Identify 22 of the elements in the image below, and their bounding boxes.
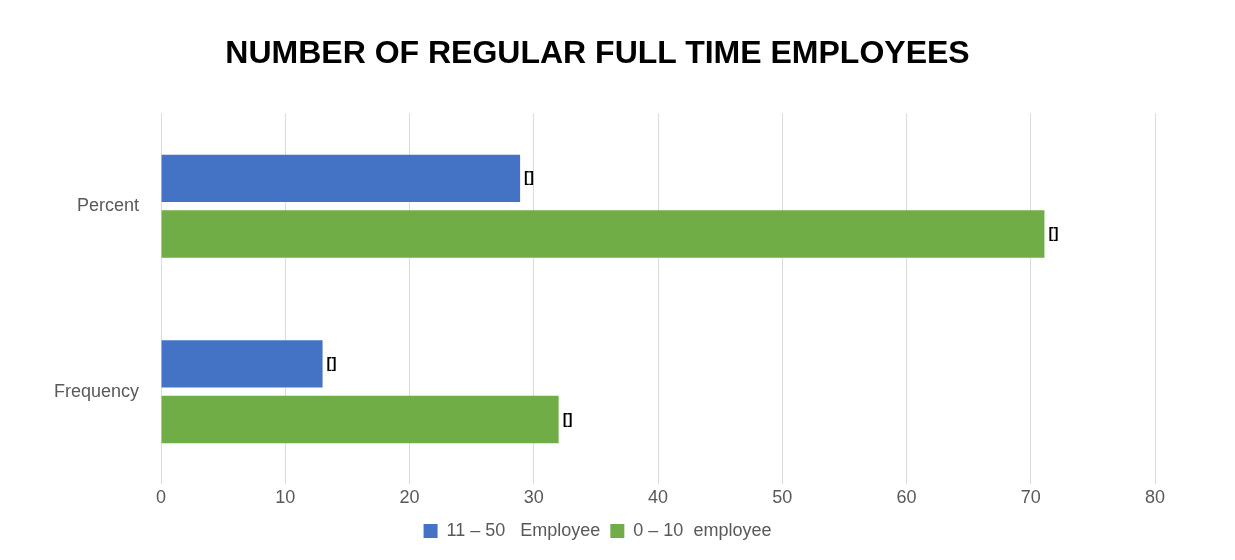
bar: [161, 154, 521, 202]
chart-title: NUMBER OF REGULAR FULL TIME EMPLOYEES: [225, 34, 970, 71]
bar: [161, 210, 1045, 258]
legend-label: 11 – 50 Employee: [446, 519, 601, 540]
x-tick-label: 60: [896, 487, 917, 508]
x-tick-label: 70: [1020, 487, 1041, 508]
x-tick-label: 50: [772, 487, 793, 508]
x-tick-label: 20: [399, 487, 420, 508]
legend-label: 0 – 10 employee: [633, 519, 772, 540]
data-label: []: [326, 353, 337, 371]
y-tick-label: Percent: [77, 195, 140, 216]
data-label: []: [562, 409, 573, 427]
bar: [161, 340, 323, 388]
data-label: []: [524, 168, 535, 186]
y-tick-label: Frequency: [54, 380, 140, 401]
data-label: []: [1048, 224, 1059, 242]
x-tick-label: 30: [523, 487, 544, 508]
bar: [161, 395, 559, 444]
x-tick-label: 0: [156, 487, 167, 508]
x-tick-label: 80: [1144, 487, 1166, 508]
x-tick-label: 10: [275, 487, 296, 508]
x-tick-label: 40: [648, 487, 669, 508]
